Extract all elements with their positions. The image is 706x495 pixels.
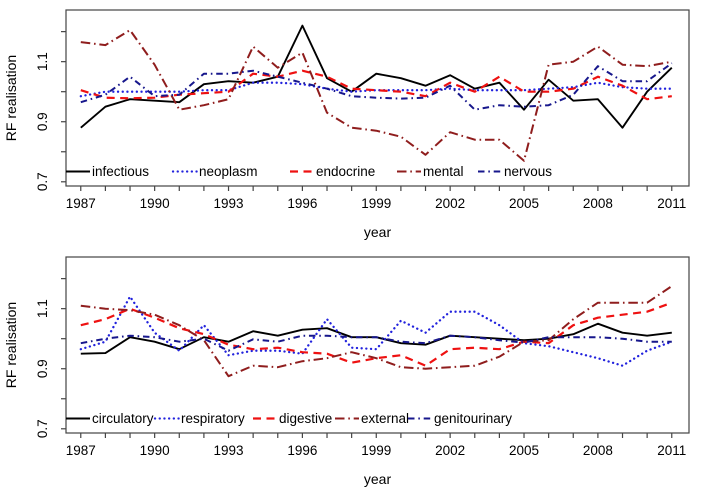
- x-tick-label: 1999: [361, 196, 391, 211]
- legend-label-nervous: nervous: [504, 164, 552, 179]
- x-tick-label: 1987: [66, 443, 96, 458]
- legend-label-digestive: digestive: [279, 411, 332, 426]
- legend-label-external: external: [361, 411, 409, 426]
- series-line-nervous: [80, 62, 673, 111]
- y-tick-label: 0.9: [35, 112, 50, 131]
- x-tick-label: 1987: [66, 196, 96, 211]
- plot-frame: [65, 256, 690, 434]
- series-line-external: [80, 285, 673, 378]
- series-line-digestive: [80, 301, 673, 367]
- y-axis-title: RF realisation: [3, 55, 19, 141]
- y-tick-label: 0.9: [35, 359, 50, 378]
- y-tick-label: 0.7: [35, 172, 50, 191]
- x-axis-title: year: [364, 224, 392, 240]
- y-tick-label: 1.1: [35, 52, 50, 71]
- x-tick-label: 1993: [213, 196, 243, 211]
- top-chart-svg: 1987 1990 1993 1996 1999 2002 2005 2008 2011 0.7 0…: [3, 9, 690, 240]
- x-tick-label: 2005: [509, 443, 539, 458]
- legend-label-infectious: infectious: [92, 164, 149, 179]
- x-tick-label: 2008: [583, 196, 613, 211]
- legend-label-neoplasm: neoplasm: [199, 164, 258, 179]
- y-tick-label: 1.1: [35, 299, 50, 318]
- x-tick-label: 2002: [435, 196, 465, 211]
- x-tick-label: 2005: [509, 196, 539, 211]
- x-tick-label: 1996: [287, 196, 317, 211]
- series-line-genitourinary: [80, 334, 672, 352]
- series-line-respiratory: [79, 295, 673, 367]
- series-line-infectious: [80, 24, 673, 129]
- bottom-chart-svg: 1987 1990 1993 1996 1999 2002 2005 2008 2011 0.7 0…: [3, 256, 690, 487]
- y-tick-label: 0.7: [35, 419, 50, 438]
- chart-panel-top: 1987 1990 1993 1996 1999 2002 2005 2008 2011 0.7 0…: [0, 0, 706, 247]
- legend-label-genitourinary: genitourinary: [434, 411, 512, 426]
- x-tick-label: 1996: [287, 443, 317, 458]
- series-line-endocrine: [80, 69, 672, 101]
- y-axis-title: RF realisation: [3, 302, 19, 388]
- x-axis-title: year: [364, 471, 392, 487]
- series-line-mental: [80, 29, 672, 162]
- legend-label-mental: mental: [423, 164, 464, 179]
- x-tick-label: 1990: [140, 443, 170, 458]
- legend-label-circulatory: circulatory: [92, 411, 154, 426]
- legend-label-endocrine: endocrine: [316, 164, 375, 179]
- x-tick-label: 1993: [213, 443, 243, 458]
- x-tick-label: 1990: [140, 196, 170, 211]
- x-tick-label: 1999: [361, 443, 391, 458]
- x-tick-label: 2011: [657, 443, 686, 458]
- plot-frame: [65, 9, 690, 187]
- series-line-neoplasm: [79, 81, 673, 98]
- chart-panel-bottom: 1987 1990 1993 1996 1999 2002 2005 2008 2011 0.7 0…: [0, 247, 706, 494]
- legend-label-respiratory: respiratory: [181, 411, 245, 426]
- x-tick-label: 2011: [657, 196, 686, 211]
- x-tick-label: 2002: [435, 443, 465, 458]
- x-tick-label: 2008: [583, 443, 613, 458]
